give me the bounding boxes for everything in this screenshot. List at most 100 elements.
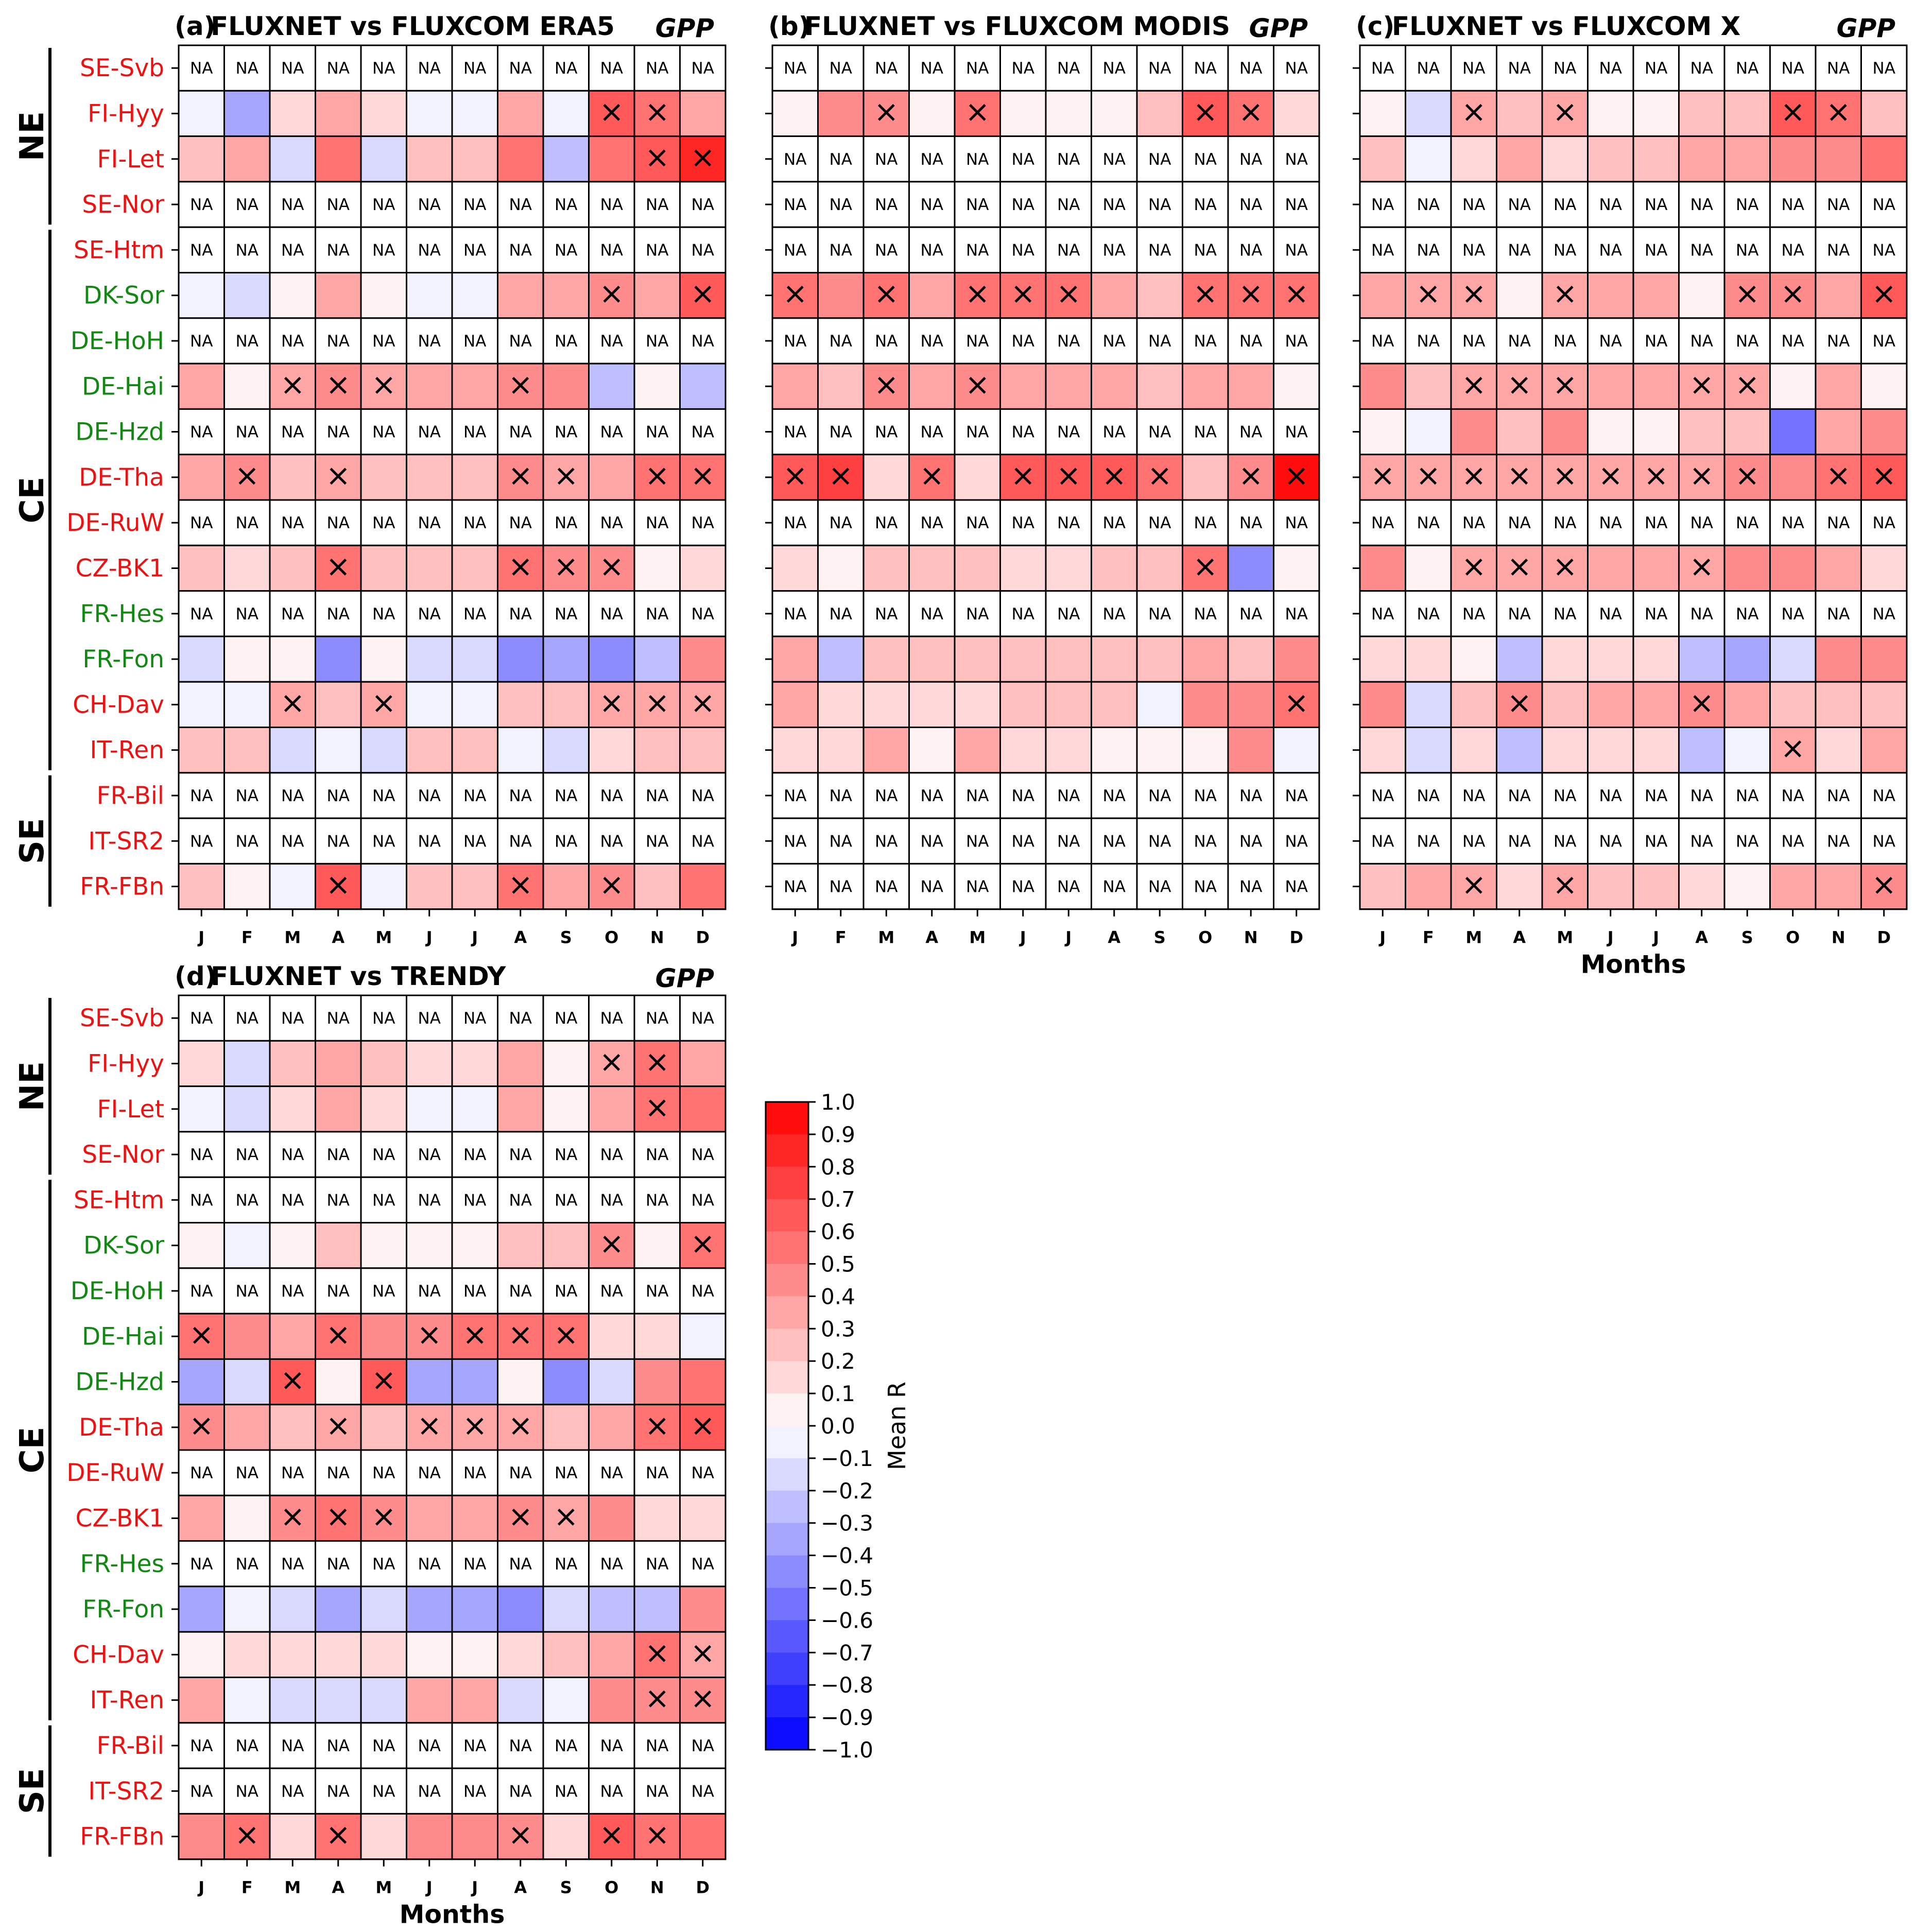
heatmap-cell (542, 1813, 590, 1860)
na-label: NA (830, 878, 852, 896)
heatmap-cell (633, 90, 681, 137)
na-label: NA (1417, 605, 1440, 624)
heatmap-cell (269, 90, 316, 137)
colorbar-tick-label: −0.8 (821, 1672, 873, 1698)
heatmap-cell (679, 499, 727, 546)
na-label: NA (1599, 514, 1622, 532)
heatmap-cell (406, 181, 453, 228)
heatmap-cell (406, 408, 453, 456)
heatmap-cell (862, 681, 910, 728)
colorbar-tick-label: 0.3 (821, 1316, 855, 1341)
na-label: NA (600, 832, 623, 851)
na-label: NA (692, 423, 714, 442)
heatmap-cell (315, 135, 362, 183)
na-label: NA (921, 605, 943, 624)
significance-marker: × (645, 1408, 670, 1443)
region-label: CE (13, 1427, 51, 1474)
significance-marker: × (1735, 276, 1760, 311)
na-label: NA (875, 787, 897, 805)
month-label: F (835, 928, 847, 947)
heatmap-cell (679, 1131, 727, 1178)
heatmap-cell (178, 1313, 225, 1360)
heatmap-cell (588, 44, 635, 92)
na-label: NA (1148, 787, 1171, 805)
na-label: NA (1690, 59, 1713, 78)
heatmap-cell (451, 317, 498, 365)
na-label: NA (190, 241, 213, 260)
heatmap-cell (223, 1677, 271, 1724)
na-label: NA (190, 196, 213, 214)
colorbar-tick-label: 0.4 (821, 1284, 855, 1309)
na-label: NA (236, 1555, 258, 1574)
heatmap-cell (633, 1358, 681, 1406)
significance-marker: × (508, 1317, 533, 1352)
na-label: NA (1462, 514, 1485, 532)
na-label: NA (966, 514, 989, 532)
na-label: NA (1285, 423, 1308, 442)
heatmap-cell (817, 544, 865, 592)
heatmap-cell (1450, 499, 1497, 546)
heatmap-cell (1541, 408, 1589, 456)
heatmap-cell (178, 681, 225, 728)
heatmap-cell (1091, 635, 1138, 683)
heatmap-cell (542, 1585, 590, 1633)
na-label: NA (1417, 514, 1440, 532)
heatmap-cell (269, 635, 316, 683)
significance-marker: × (1238, 458, 1264, 493)
heatmap-cell (1860, 135, 1908, 183)
heatmap-cell (223, 1767, 271, 1815)
heatmap-cell (223, 1222, 271, 1269)
na-label: NA (1371, 605, 1394, 624)
heatmap-cell (1860, 363, 1908, 410)
na-label: NA (327, 1146, 350, 1164)
heatmap-cell (360, 1585, 407, 1633)
na-label: NA (236, 1782, 258, 1801)
month-label: S (1741, 928, 1753, 947)
heatmap-cell (1450, 408, 1497, 456)
heatmap-cell (1091, 317, 1138, 365)
heatmap-cell (223, 499, 271, 546)
heatmap-cell (999, 681, 1047, 728)
na-label: NA (1417, 59, 1440, 78)
heatmap-cell (406, 363, 453, 410)
heatmap-cell (451, 1404, 498, 1451)
na-label: NA (1599, 332, 1622, 351)
heatmap-cell (1769, 863, 1817, 910)
na-label: NA (372, 1146, 395, 1164)
heatmap-cell (497, 727, 544, 774)
heatmap-cell (360, 1085, 407, 1133)
month-label: M (375, 928, 392, 947)
heatmap-cell (1723, 544, 1771, 592)
na-label: NA (327, 59, 350, 78)
heatmap-cell (588, 1131, 635, 1178)
significance-marker: × (1780, 94, 1805, 129)
heatmap-cell (1723, 727, 1771, 774)
na-label: NA (463, 514, 486, 532)
heatmap-cell (679, 1358, 727, 1406)
heatmap-cell (1359, 363, 1406, 410)
heatmap-cell (1359, 135, 1406, 183)
na-label: NA (966, 59, 989, 78)
heatmap-cell (223, 727, 271, 774)
heatmap-cell (406, 863, 453, 910)
na-label: NA (236, 196, 258, 214)
na-label: NA (646, 241, 668, 260)
significance-marker: × (508, 867, 533, 902)
heatmap-cell (451, 544, 498, 592)
heatmap-cell (178, 1449, 225, 1496)
heatmap-cell (1587, 635, 1634, 683)
station-label: IT-Ren (90, 1686, 164, 1715)
heatmap-cell (1045, 863, 1092, 910)
panel-title: FLUXNET vs FLUXCOM ERA5 (211, 11, 615, 41)
heatmap-cell (542, 1631, 590, 1678)
na-label: NA (1599, 196, 1622, 214)
na-label: NA (1736, 196, 1758, 214)
significance-marker: × (371, 1498, 396, 1533)
na-label: NA (600, 59, 623, 78)
heatmap-cell (1405, 544, 1452, 592)
station-label: DE-Hai (82, 372, 164, 401)
heatmap-cell (862, 90, 910, 137)
heatmap-cell (542, 1494, 590, 1542)
heatmap-cell (1815, 544, 1862, 592)
heatmap-cell (1227, 635, 1274, 683)
